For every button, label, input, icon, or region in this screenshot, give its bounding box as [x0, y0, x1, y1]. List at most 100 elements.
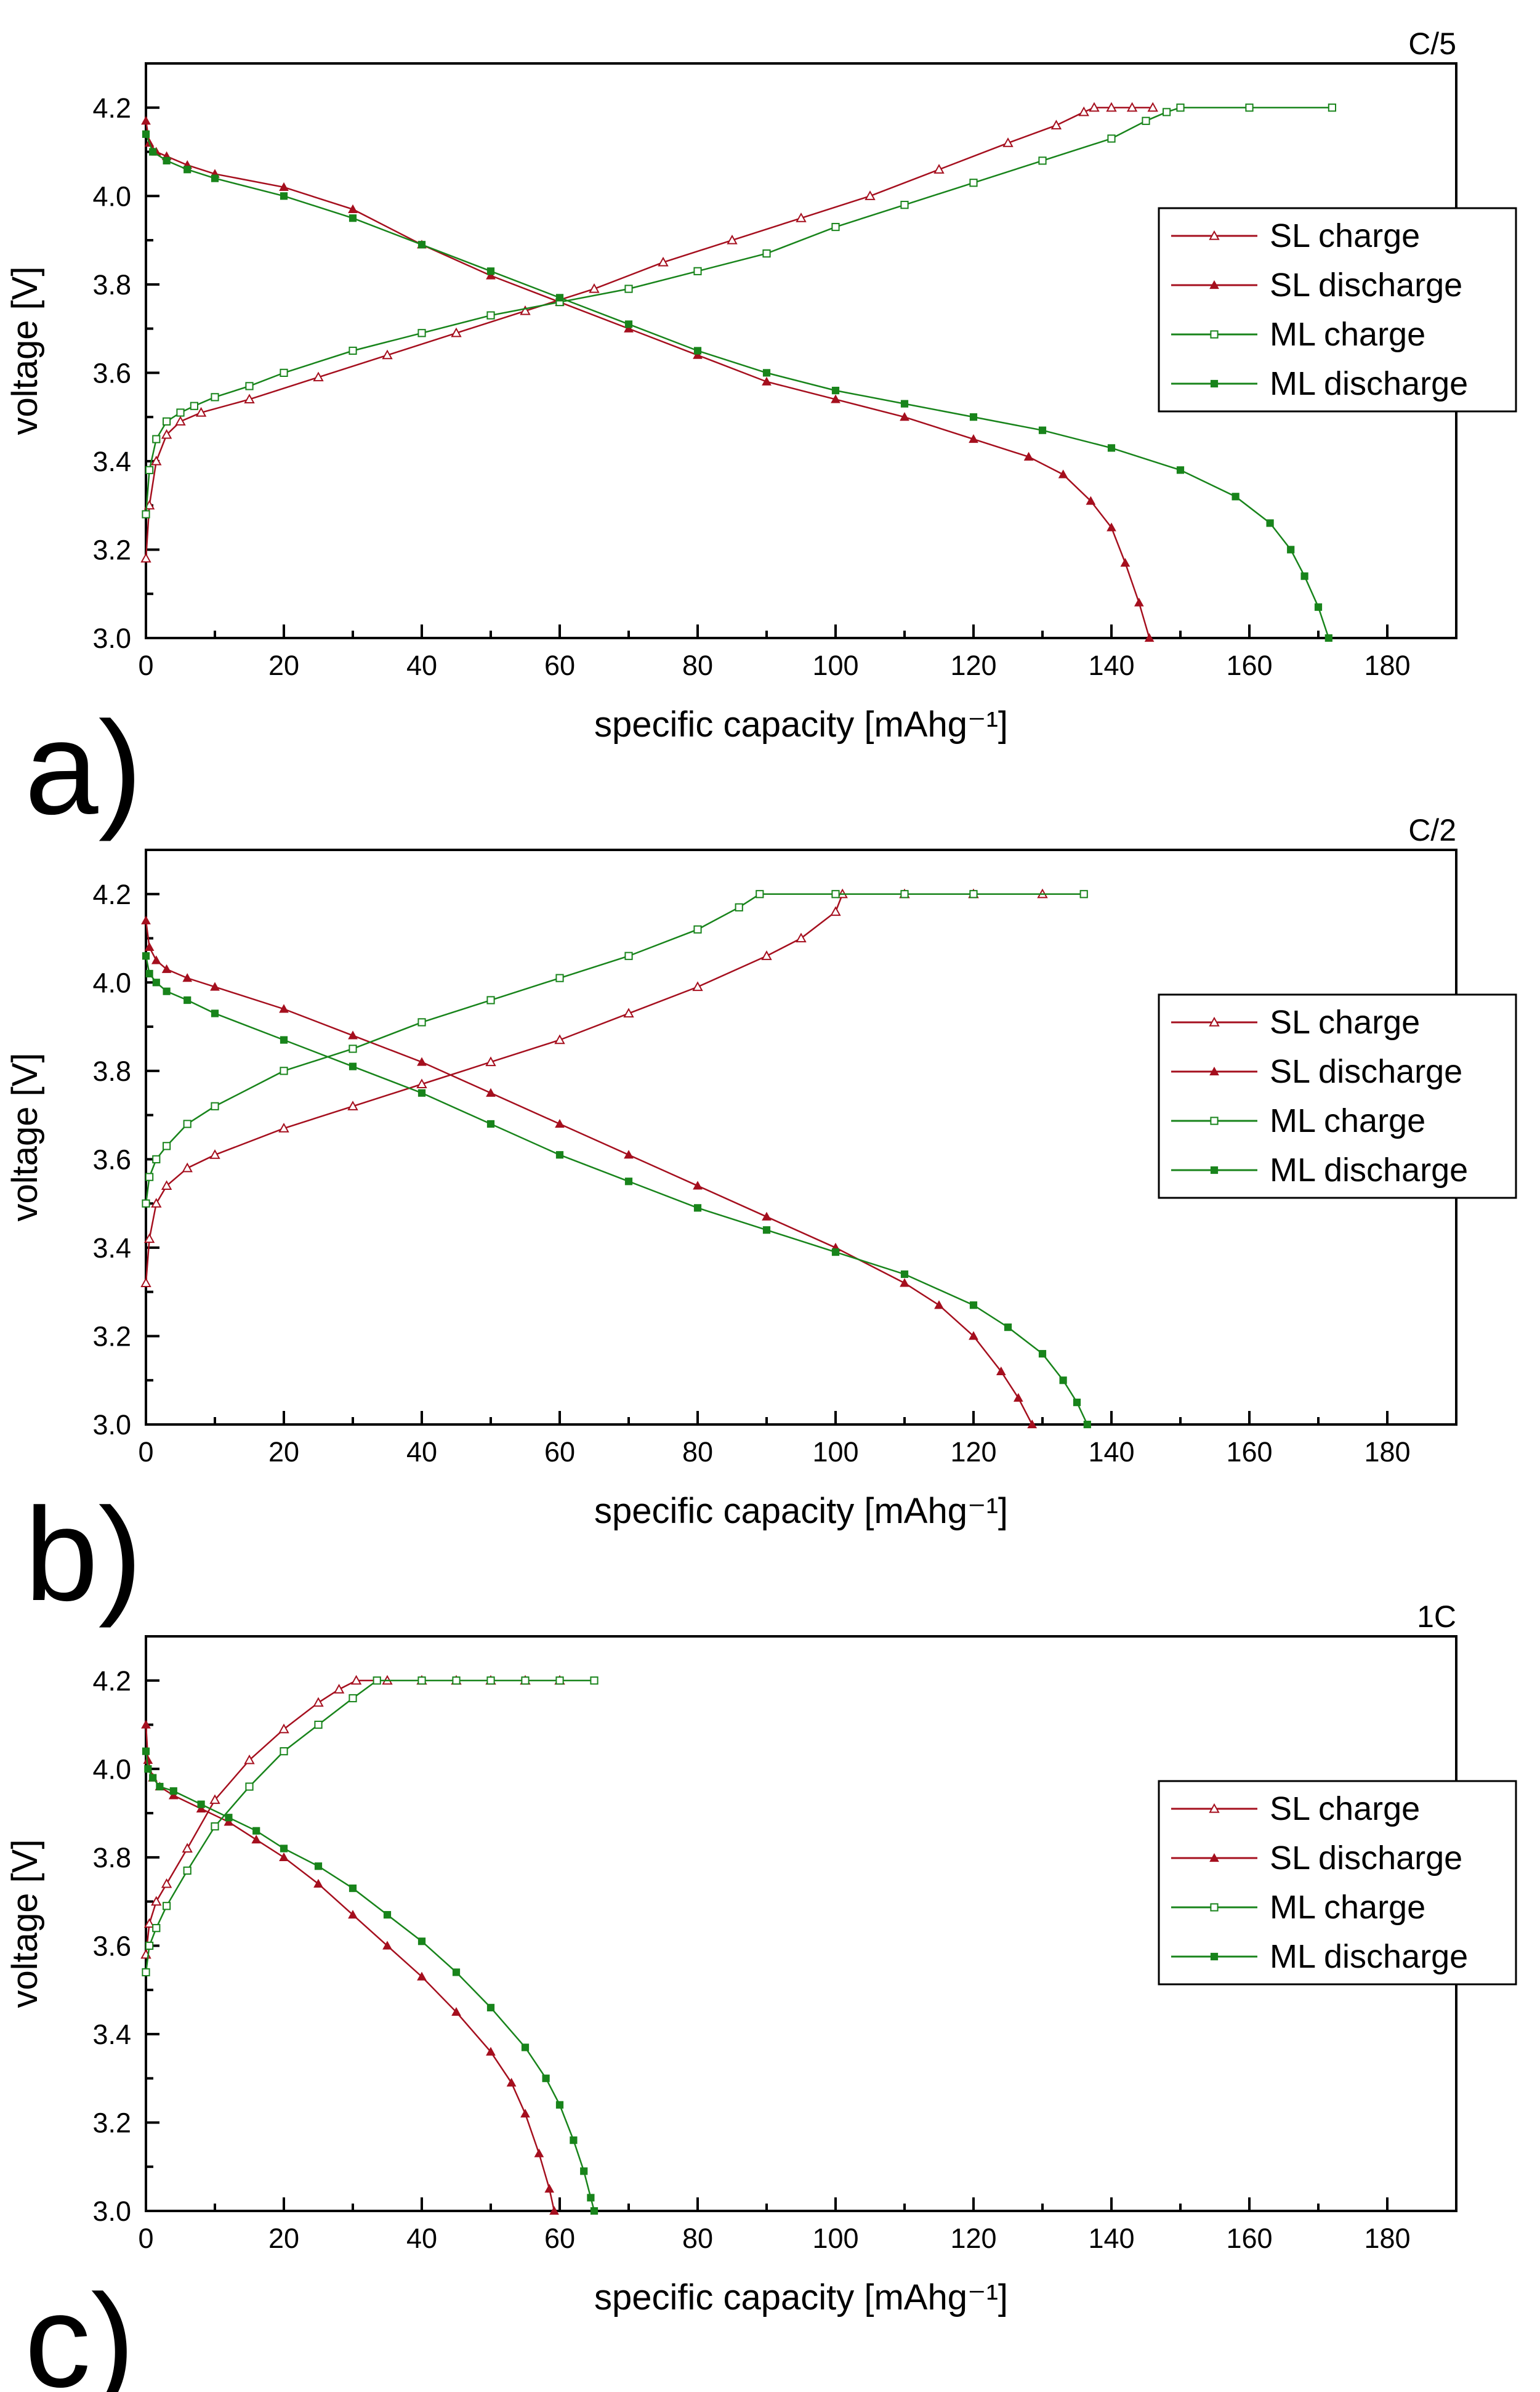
marker-sl-charge-22 [1126, 102, 1138, 112]
marker-ml-discharge-11 [383, 1911, 392, 1919]
marker-legend-ml-charge-0 [1210, 330, 1219, 339]
y-tick-label: 3.8 [92, 269, 131, 301]
marker-ml-discharge-16 [1038, 426, 1047, 434]
marker-sl-discharge-13 [762, 1211, 772, 1221]
legend-label: SL charge [1270, 217, 1420, 254]
legend-entry: ML discharge [1171, 1152, 1468, 1189]
marker-ml-charge-15 [831, 890, 840, 899]
marker-ml-charge-5 [190, 402, 198, 410]
marker-ml-discharge-19 [1059, 1376, 1067, 1384]
marker-ml-discharge-4 [211, 174, 219, 182]
marker-ml-discharge-5 [197, 1800, 205, 1808]
marker-ml-discharge-14 [831, 1248, 840, 1256]
marker-sl-charge-16 [933, 164, 945, 174]
marker-ml-charge-4 [176, 408, 185, 417]
y-tick-label: 4.0 [92, 967, 131, 998]
marker-ml-discharge-13 [831, 386, 840, 395]
marker-ml-charge-17 [969, 890, 978, 899]
marker-legend-sl-discharge-0 [1209, 280, 1219, 289]
marker-sl-charge-6 [244, 1754, 255, 1764]
marker-ml-discharge-1 [144, 1765, 152, 1773]
marker-ml-charge-8 [280, 368, 288, 377]
series-line [145, 107, 1332, 515]
x-tick-label: 0 [138, 650, 153, 681]
marker-sl-discharge-5 [196, 1803, 206, 1812]
marker-ml-discharge-9 [486, 1120, 495, 1128]
marker-sl-charge-10 [554, 1034, 565, 1044]
marker-ml-charge-12 [452, 1676, 461, 1685]
marker-legend-ml-discharge-0 [1210, 1166, 1219, 1174]
x-tick-label: 160 [1226, 2223, 1272, 2254]
marker-ml-charge-0 [142, 510, 150, 519]
marker-sl-discharge-13 [762, 376, 772, 386]
legend-entry: ML discharge [1171, 1938, 1468, 1975]
legend-label: ML charge [1270, 316, 1425, 353]
marker-sl-charge-0 [140, 552, 151, 563]
legend: SL charge SL discharge ML charge ML dischar… [1158, 993, 1517, 1199]
series-line [145, 920, 1033, 1425]
marker-sl-charge-1 [143, 1233, 155, 1243]
marker-sl-discharge-20 [1107, 522, 1116, 531]
series-ml-charge [142, 1676, 599, 1977]
marker-sl-charge-8 [416, 1078, 427, 1088]
panel-label: c) [25, 2266, 135, 2392]
marker-ml-charge-1 [145, 1173, 154, 1181]
marker-ml-charge-10 [373, 1676, 381, 1685]
marker-sl-discharge-9 [486, 270, 496, 280]
marker-ml-discharge-21 [1083, 1420, 1091, 1429]
legend-entry: ML charge [1171, 1889, 1425, 1926]
marker-sl-charge-2 [151, 1896, 162, 1906]
marker-sl-charge-6 [244, 394, 255, 404]
y-tick-label: 4.2 [92, 879, 131, 910]
legend-label: ML discharge [1270, 1938, 1468, 1975]
marker-ml-discharge-13 [452, 1968, 461, 1976]
marker-sl-charge-23 [1147, 102, 1158, 112]
marker-ml-discharge-23 [1314, 603, 1323, 611]
marker-sl-discharge-15 [900, 412, 909, 421]
x-tick-label: 40 [406, 2223, 437, 2254]
marker-ml-charge-5 [211, 1822, 219, 1831]
marker-ml-charge-16 [900, 890, 909, 899]
marker-sl-discharge-11 [382, 1941, 392, 1950]
legend-entry: SL discharge [1171, 267, 1462, 304]
marker-ml-charge-16 [590, 1676, 599, 1685]
marker-ml-discharge-17 [1004, 1323, 1012, 1331]
marker-ml-charge-7 [245, 382, 254, 390]
legend-entry: ML charge [1171, 1102, 1425, 1139]
marker-ml-discharge-21 [590, 2207, 599, 2215]
marker-sl-charge-7 [313, 371, 324, 382]
marker-sl-discharge-12 [417, 1971, 427, 1981]
legend-label: ML discharge [1270, 1152, 1468, 1189]
x-tick-label: 80 [682, 2223, 713, 2254]
marker-sl-charge-11 [623, 1008, 634, 1018]
x-axis-title: specific capacity [mAhg⁻¹] [594, 705, 1008, 745]
marker-sl-discharge-17 [969, 1331, 978, 1340]
x-tick-label: 180 [1364, 1436, 1410, 1468]
marker-sl-charge-2 [151, 1198, 162, 1208]
marker-ml-discharge-10 [555, 1151, 564, 1159]
marker-ml-charge-3 [163, 1142, 171, 1150]
marker-ml-charge-18 [969, 179, 978, 187]
marker-ml-charge-1 [145, 466, 154, 474]
x-tick-label: 180 [1364, 650, 1410, 681]
x-tick-label: 40 [406, 650, 437, 681]
marker-sl-discharge-6 [224, 1817, 234, 1826]
series-sl-discharge [141, 915, 1038, 1429]
marker-ml-discharge-12 [417, 1937, 426, 1946]
marker-ml-discharge-6 [349, 214, 357, 222]
marker-ml-charge-14 [521, 1676, 530, 1685]
marker-ml-charge-4 [183, 1120, 191, 1128]
marker-ml-discharge-2 [163, 156, 171, 164]
chart-title: C/2 [1408, 813, 1456, 847]
marker-sl-charge-12 [658, 256, 669, 267]
marker-sl-discharge-16 [520, 2109, 530, 2118]
x-tick-label: 20 [268, 2223, 299, 2254]
marker-ml-charge-4 [183, 1866, 191, 1875]
marker-sl-charge-4 [182, 1162, 193, 1173]
marker-ml-discharge-1 [145, 969, 153, 978]
x-tick-label: 80 [682, 1436, 713, 1468]
marker-sl-discharge-23 [1144, 632, 1155, 642]
marker-sl-charge-9 [485, 1056, 496, 1067]
y-tick-label: 3.4 [92, 446, 131, 477]
marker-legend-ml-discharge-0 [1210, 1952, 1219, 1961]
